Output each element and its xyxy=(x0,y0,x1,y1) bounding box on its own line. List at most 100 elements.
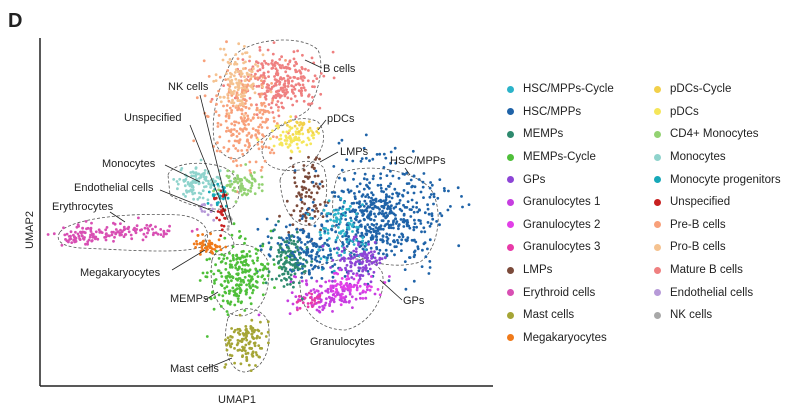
legend-label: Monocytes xyxy=(670,151,726,164)
cell-point xyxy=(243,268,247,272)
cell-point xyxy=(314,158,317,161)
cell-point xyxy=(298,238,302,242)
cell-point xyxy=(415,201,419,205)
cell-point xyxy=(251,354,255,358)
cell-point xyxy=(120,233,123,237)
cell-point xyxy=(370,275,373,278)
cell-point xyxy=(311,95,314,99)
cell-point xyxy=(456,186,460,190)
cell-point xyxy=(344,234,348,238)
legend-marker xyxy=(654,266,661,274)
cell-point xyxy=(327,199,331,203)
cell-point xyxy=(300,217,304,221)
cell-point xyxy=(226,301,230,305)
cell-point xyxy=(287,82,290,85)
cell-point xyxy=(335,287,338,291)
cell-point xyxy=(294,83,298,87)
cell-point xyxy=(280,77,284,81)
cell-point xyxy=(416,210,419,214)
cell-point xyxy=(313,215,317,218)
cell-point xyxy=(279,258,283,261)
cell-point xyxy=(297,281,301,285)
cell-point xyxy=(314,255,318,259)
cell-point xyxy=(393,146,397,150)
cell-point xyxy=(263,159,267,163)
legend-column-2: pDCs-Cycle pDCs CD4+ Monocytes Monocytes Mon… xyxy=(654,78,781,327)
cell-point xyxy=(237,42,241,46)
cell-point xyxy=(355,238,358,242)
cell-point xyxy=(222,254,226,257)
cell-point xyxy=(260,175,264,179)
cell-point xyxy=(308,126,312,130)
cell-point xyxy=(286,85,290,88)
cell-point xyxy=(260,79,263,82)
cell-point xyxy=(234,264,237,267)
cell-point xyxy=(244,111,248,115)
cell-point xyxy=(261,293,265,297)
cell-point xyxy=(230,122,234,126)
cell-point xyxy=(224,245,228,249)
cell-point xyxy=(219,205,223,208)
cell-point xyxy=(237,132,241,136)
cell-point xyxy=(228,106,232,110)
cell-point xyxy=(255,85,259,88)
cell-point xyxy=(290,88,294,92)
cell-point xyxy=(296,308,299,312)
cell-point xyxy=(266,126,269,130)
cell-point xyxy=(151,227,154,231)
cell-point xyxy=(319,257,323,261)
cell-point xyxy=(319,233,322,237)
cell-point xyxy=(259,244,262,248)
cell-point xyxy=(287,79,291,83)
cell-point xyxy=(94,230,98,234)
cell-point xyxy=(392,220,395,224)
cell-point xyxy=(247,363,251,367)
cell-point xyxy=(244,336,248,340)
cell-point xyxy=(306,207,310,211)
cell-point xyxy=(435,220,438,223)
cell-point xyxy=(291,165,295,169)
cell-point xyxy=(256,61,260,65)
cell-point xyxy=(353,253,356,256)
cell-point xyxy=(211,291,214,295)
cell-point xyxy=(393,253,396,257)
cell-point xyxy=(346,274,349,278)
cell-point xyxy=(303,264,307,268)
cell-point xyxy=(310,257,314,260)
cell-point xyxy=(269,137,272,141)
cell-point xyxy=(277,124,280,128)
cell-point xyxy=(236,57,240,61)
cell-point xyxy=(428,195,432,199)
cell-point xyxy=(262,73,265,77)
cell-point xyxy=(322,267,325,270)
cell-point xyxy=(110,230,114,234)
cell-point xyxy=(243,241,246,245)
cell-point xyxy=(318,106,322,110)
cell-point xyxy=(329,300,332,304)
cell-point xyxy=(364,283,368,286)
cell-point xyxy=(209,232,213,236)
cell-point xyxy=(370,196,373,200)
cell-point xyxy=(207,75,211,78)
cell-point xyxy=(227,292,231,295)
cell-point xyxy=(279,66,282,69)
legend-marker xyxy=(507,289,514,297)
cell-point xyxy=(283,139,287,142)
cell-point xyxy=(261,66,265,70)
cell-point xyxy=(385,215,389,219)
cell-point xyxy=(327,244,330,248)
cell-point xyxy=(239,74,243,77)
cell-point xyxy=(280,55,283,59)
cell-point xyxy=(254,285,257,288)
cell-point xyxy=(324,204,328,208)
cell-point xyxy=(395,245,398,249)
cell-point xyxy=(302,122,306,126)
cell-point xyxy=(300,297,304,301)
leader-line xyxy=(164,164,201,183)
cell-point xyxy=(296,240,300,244)
legend-label: Erythroid cells xyxy=(523,286,596,299)
cell-point xyxy=(195,96,199,100)
cell-point xyxy=(290,84,293,88)
cell-point xyxy=(201,271,205,275)
legend-marker xyxy=(654,176,661,184)
